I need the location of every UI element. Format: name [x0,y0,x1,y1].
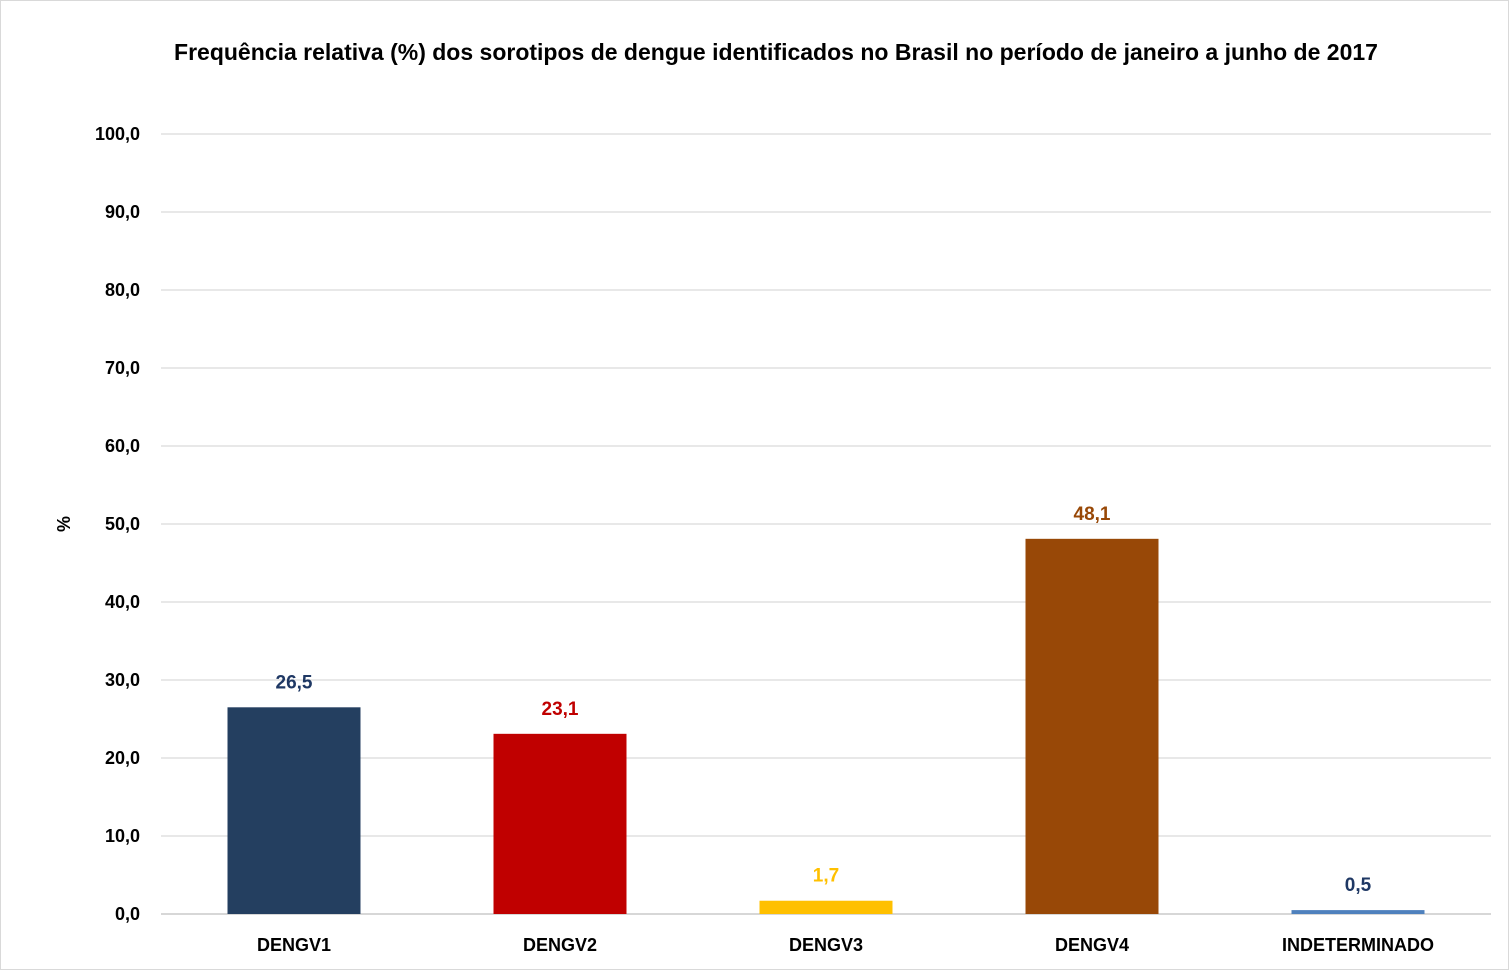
y-tick-label: 40,0 [105,592,140,612]
chart-title: Frequência relativa (%) dos sorotipos de… [174,39,1378,65]
x-category-label: DENGV2 [523,935,597,955]
gridlines [161,133,1491,915]
bar-dengv3 [759,900,893,914]
data-label-dengv3: 1,7 [813,866,839,887]
x-category-label: DENGV3 [789,935,863,955]
bar-dengv2 [493,733,627,914]
y-tick-label: 50,0 [105,514,140,534]
bar-dengv4 [1025,538,1159,914]
x-axis-categories: DENGV1 DENGV2 DENGV3 DENGV4 INDETERMINADO [257,935,1434,955]
y-tick-label: 80,0 [105,280,140,300]
data-label-indeterminado: 0,5 [1345,875,1372,896]
data-label-dengv1: 26,5 [276,672,313,693]
y-tick-label: 60,0 [105,436,140,456]
y-tick-label: 20,0 [105,748,140,768]
bars [227,538,1425,914]
y-tick-label: 30,0 [105,670,140,690]
y-tick-label: 100,0 [95,124,140,144]
y-axis-title: % [54,516,74,532]
y-tick-label: 90,0 [105,202,140,222]
x-category-label: DENGV1 [257,935,331,955]
data-labels: 26,5 23,1 1,7 48,1 0,5 [276,504,1372,896]
x-category-label: INDETERMINADO [1282,935,1434,955]
x-category-label: DENGV4 [1055,935,1129,955]
bar-dengv1 [227,707,361,914]
y-tick-label: 10,0 [105,826,140,846]
data-label-dengv2: 23,1 [542,699,579,720]
y-axis-ticks: 0,0 10,0 20,0 30,0 40,0 50,0 60,0 70,0 80,0 90,0 1… [95,124,140,924]
bar-indeterminado [1291,910,1425,914]
y-tick-label: 70,0 [105,358,140,378]
data-label-dengv4: 48,1 [1074,504,1111,525]
y-tick-label: 0,0 [115,904,140,924]
